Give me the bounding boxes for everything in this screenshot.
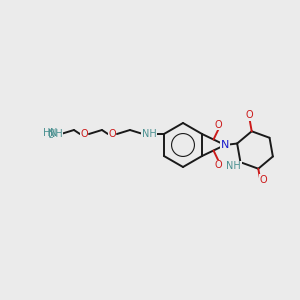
Text: O: O	[260, 175, 267, 184]
Text: N: N	[221, 140, 229, 150]
Text: NH: NH	[226, 161, 241, 171]
Text: NH: NH	[48, 129, 62, 139]
Text: O: O	[214, 120, 222, 130]
Text: O: O	[80, 129, 88, 139]
Text: 2: 2	[49, 131, 53, 140]
Text: NH: NH	[142, 129, 156, 139]
Text: N: N	[50, 128, 58, 138]
Text: O: O	[214, 160, 222, 170]
Text: O: O	[246, 110, 253, 121]
Text: O: O	[108, 129, 116, 139]
Text: H: H	[43, 128, 51, 138]
